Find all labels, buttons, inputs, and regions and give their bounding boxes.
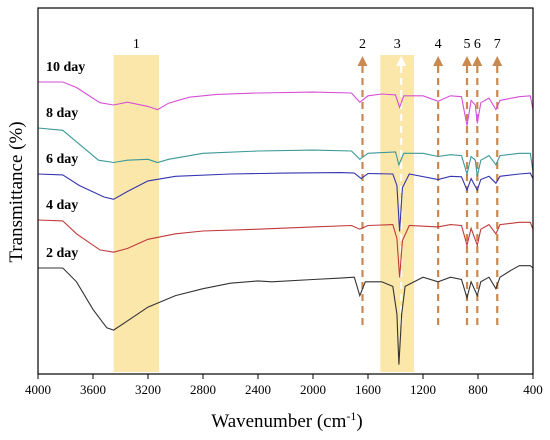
x-tick-label-2400: 2400: [245, 382, 271, 397]
x-tick-label-800: 800: [468, 382, 488, 397]
x-tick-label-1200: 1200: [410, 382, 436, 397]
x-axis-ticks: 4000 3600 3200 2800 2400 2000 1600 1200 800 400: [25, 374, 543, 397]
peak-label-6: 6: [474, 37, 481, 52]
series-line-8-day: [37, 127, 534, 177]
x-tick-label-400: 400: [523, 382, 543, 397]
band-label-3: 3: [394, 37, 401, 52]
series-label-6-day: 6 day: [46, 152, 78, 167]
x-tick-label-1600: 1600: [355, 382, 381, 397]
series-line-10-day: [38, 81, 534, 126]
peak-marker-arrow-4: [433, 56, 444, 66]
x-axis-title: Wavenumber (cm-1): [211, 409, 362, 432]
peak-label-2: 2: [359, 37, 366, 52]
series-label-4-day: 4 day: [46, 198, 78, 213]
x-tick-label-2800: 2800: [190, 382, 216, 397]
peak-marker-arrow-7: [492, 56, 503, 66]
series-label-8-day: 8 day: [46, 106, 78, 121]
x-tick-label-3600: 3600: [80, 382, 106, 397]
peak-label-5: 5: [464, 37, 471, 52]
plot-frame: [37, 7, 534, 375]
highlight-band-1: [113, 55, 159, 372]
peak-marker-arrow-2: [357, 56, 368, 66]
y-axis-title: Transmittance (%): [6, 121, 27, 262]
x-tick-label-3200: 3200: [135, 382, 161, 397]
peak-marker-arrow-6: [472, 56, 483, 66]
peak-label-4: 4: [435, 37, 442, 52]
band-label-1: 1: [133, 37, 140, 52]
series-label-2-day: 2 day: [46, 246, 78, 261]
peak-label-7: 7: [494, 37, 501, 52]
x-tick-label-4000: 4000: [25, 382, 51, 397]
band-3-arrow-head: [396, 56, 407, 66]
spectra-series: [37, 81, 534, 365]
annotation-labels: 1 3 2 4 5 6 7 10 day 8 day 6 day 4 day 2 day: [46, 37, 501, 261]
series-line-2-day: [38, 265, 534, 365]
peak-markers: [357, 56, 503, 330]
x-tick-label-2000: 2000: [300, 382, 326, 397]
peak-marker-arrow-5: [462, 56, 472, 66]
series-label-10-day: 10 day: [46, 60, 85, 75]
series-line-6-day: [37, 172, 534, 232]
series-line-4-day: [37, 219, 534, 278]
highlight-bands: [113, 55, 415, 372]
